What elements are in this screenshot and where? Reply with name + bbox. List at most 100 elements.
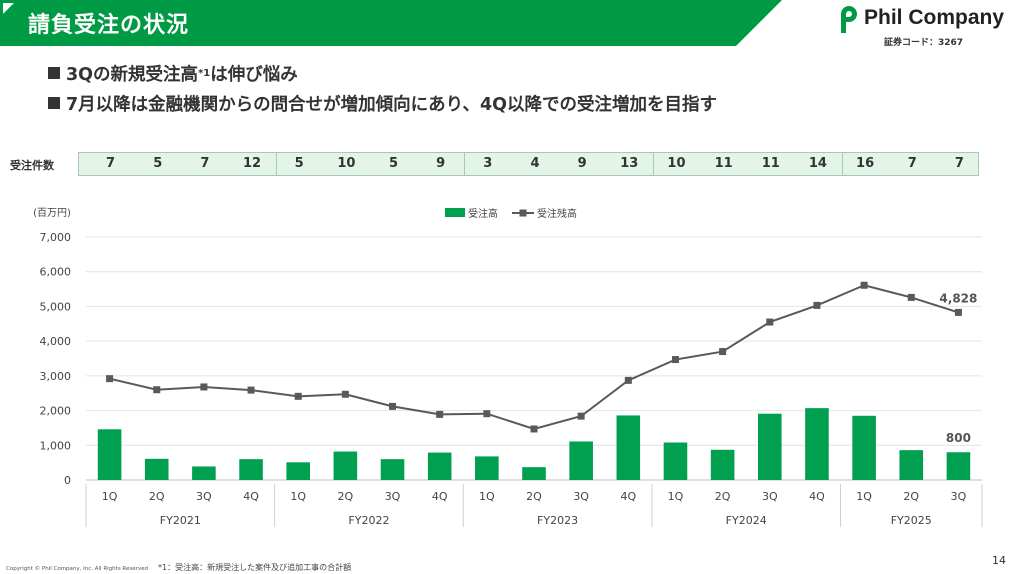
y-tick-label: 6,000 [40, 266, 72, 279]
legend-swatch-order-amount [445, 208, 465, 217]
order-count-cell: 16 [856, 156, 875, 171]
bullet-square-icon [48, 97, 60, 109]
x-tick-label: 1Q [290, 490, 306, 503]
order-count-separator [841, 153, 843, 175]
order-count-separator [464, 153, 466, 175]
x-group-label: FY2021 [160, 514, 201, 527]
bar-order-amount [192, 466, 216, 480]
bar-order-amount [380, 459, 405, 480]
order-count-cell: 7 [907, 156, 917, 171]
line-point-order-backlog [341, 390, 349, 398]
order-count-label: 受注件数 [10, 159, 54, 172]
y-tick-label: 1,000 [40, 439, 72, 452]
bar-order-amount [899, 450, 924, 480]
x-tick-label: 1Q [479, 490, 495, 503]
order-count-cell: 10 [667, 156, 686, 171]
x-group-label: FY2024 [726, 514, 767, 527]
x-tick-label: 2Q [903, 490, 919, 503]
line-point-order-backlog [294, 392, 302, 400]
order-count-cell: 7 [954, 156, 964, 171]
order-count-row: 7 5 7 12 5 10 5 9 3 4 9 13 10 11 11 14 16 7 7 [78, 152, 979, 176]
x-tick-label: 4Q [620, 490, 636, 503]
page-title: 請負受注の状況 [28, 13, 190, 38]
x-tick-label: 4Q [809, 490, 825, 503]
order-count-separator [275, 153, 277, 175]
bullet-item: 3Qの新規受注高 *1 は伸び悩み [48, 58, 717, 88]
x-tick-label: 3Q [951, 490, 967, 503]
bullet-text: 7月以降は金融機関からの問合せが増加傾向にあり、4Q以降での受注増加を目指す [66, 94, 718, 115]
y-tick-label: 3,000 [40, 370, 72, 383]
line-point-order-backlog [577, 412, 585, 420]
line-point-order-backlog [766, 318, 774, 326]
x-group-label: FY2023 [537, 514, 578, 527]
bullet-list: 3Qの新規受注高 *1 は伸び悩み 7月以降は金融機関からの問合せが増加傾向にあり、… [48, 58, 717, 118]
y-tick-label: 7,000 [40, 231, 72, 244]
order-count-cell: 14 [808, 156, 827, 171]
line-point-order-backlog [153, 386, 161, 394]
x-tick-label: 4Q [243, 490, 259, 503]
line-point-order-backlog [106, 375, 114, 383]
bullet-square-icon [48, 67, 60, 79]
y-tick-label: 5,000 [40, 300, 72, 313]
phil-logo-icon [841, 6, 857, 33]
x-tick-label: 1Q [668, 490, 684, 503]
stock-code: 証券コード：3267 [884, 38, 964, 48]
banner-shape [0, 0, 782, 46]
line-point-order-backlog [247, 386, 255, 394]
order-count-cell: 5 [153, 156, 163, 171]
line-point-order-backlog [389, 402, 397, 410]
bar-order-amount [522, 467, 546, 480]
bullet-item: 7月以降は金融機関からの問合せが増加傾向にあり、4Q以降での受注増加を目指す [48, 88, 717, 118]
page-number: 14 [992, 554, 1006, 567]
order-count-cell: 5 [294, 156, 304, 171]
data-label-order-amount: 800 [946, 431, 971, 445]
x-group-label: FY2022 [348, 514, 389, 527]
bar-order-amount [710, 449, 735, 480]
order-count-separator [652, 153, 654, 175]
orders-chart: (百万円) 0 1,000 2,000 3,000 4,000 5,000 6,000 7,00… [33, 207, 983, 527]
logo-text: Phil Company [864, 6, 1005, 29]
x-tick-label: 3Q [573, 490, 589, 503]
bar-order-amount [805, 408, 829, 480]
y-tick-label: 2,000 [40, 405, 72, 418]
x-tick-label: 3Q [385, 490, 401, 503]
x-tick-label: 1Q [102, 490, 118, 503]
legend-marker-order-backlog [519, 209, 527, 217]
bar-order-amount [97, 429, 122, 480]
y-unit-label: (百万円) [33, 207, 71, 219]
bullet-text: 3Qの新規受注高 [66, 64, 199, 85]
legend-label-order-amount: 受注高 [468, 207, 498, 220]
bullet-text-after: は伸び悩み [210, 64, 298, 85]
line-point-order-backlog [954, 308, 962, 316]
bar-order-amount [663, 442, 688, 480]
legend-label-order-backlog: 受注残高 [537, 207, 577, 220]
order-count-cell: 4 [530, 156, 540, 171]
footnote: *1：受注高：新規受注した案件及び追加工事の合計額 [158, 563, 352, 572]
bar-order-amount [286, 462, 310, 480]
x-tick-label: 4Q [432, 490, 448, 503]
x-tick-label: 3Q [196, 490, 212, 503]
data-label-order-backlog: 4,828 [939, 291, 977, 305]
x-tick-label: 2Q [526, 490, 542, 503]
order-count-cell: 7 [200, 156, 210, 171]
order-count-cell: 11 [714, 156, 733, 171]
line-point-order-backlog [860, 281, 868, 289]
order-count-cell: 7 [106, 156, 116, 171]
bar-order-amount [616, 415, 641, 480]
y-tick-label: 4,000 [40, 335, 72, 348]
order-count-cell: 3 [483, 156, 493, 171]
order-count-cell: 12 [243, 156, 262, 171]
line-point-order-backlog [530, 425, 538, 433]
order-count-cell: 11 [761, 156, 780, 171]
line-point-order-backlog [671, 356, 679, 364]
y-tick-label: 0 [64, 474, 71, 487]
company-logo: Phil Company [838, 4, 1018, 34]
order-count-cell: 9 [436, 156, 446, 171]
bar-order-amount [239, 459, 263, 480]
line-point-order-backlog [907, 293, 915, 301]
bar-order-amount [144, 458, 169, 480]
line-point-order-backlog [483, 410, 491, 418]
order-count-cell: 9 [577, 156, 587, 171]
x-group-label: FY2025 [891, 514, 932, 527]
order-count-cell: 10 [337, 156, 356, 171]
